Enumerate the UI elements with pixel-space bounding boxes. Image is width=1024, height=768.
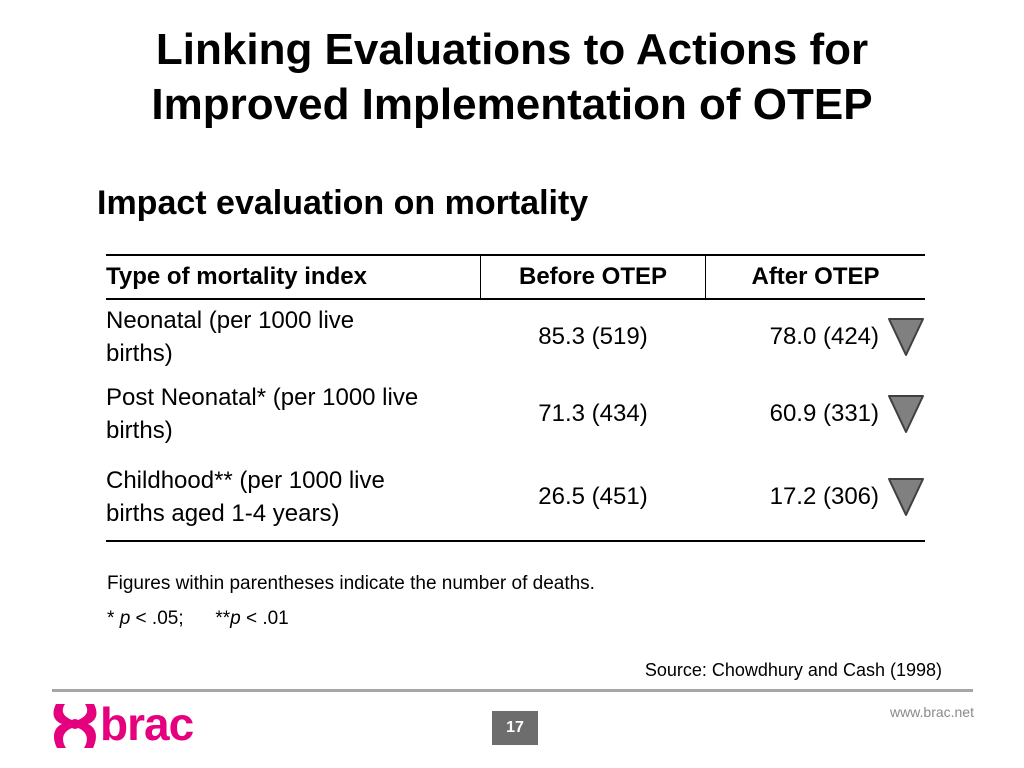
down-triangle-icon bbox=[888, 395, 924, 433]
before-value: 26.5 (451) bbox=[480, 454, 706, 542]
after-value: 17.2 (306) bbox=[769, 483, 879, 510]
after-cell: 60.9 (331) bbox=[706, 374, 926, 454]
table-row: Childhood** (per 1000 live births aged 1… bbox=[106, 454, 925, 542]
header-before-otep: Before OTEP bbox=[480, 254, 706, 300]
brac-logo-text: brac bbox=[100, 698, 194, 750]
header-after-otep: After OTEP bbox=[705, 254, 925, 300]
down-triangle-icon bbox=[888, 318, 924, 356]
sig1-suffix: < .05; bbox=[130, 608, 184, 629]
source-citation: Source: Chowdhury and Cash (1998) bbox=[644, 660, 942, 680]
index-label-line1: Neonatal (per 1000 live bbox=[106, 307, 355, 334]
after-cell: 78.0 (424) bbox=[706, 299, 926, 374]
after-value: 78.0 (424) bbox=[769, 323, 879, 350]
footnote-parentheses: Figures within parentheses indicate the … bbox=[107, 573, 595, 594]
mortality-index-cell: Post Neonatal* (per 1000 live births) bbox=[106, 374, 481, 454]
page-number-badge: 17 bbox=[492, 711, 538, 745]
sig2-prefix: ** bbox=[215, 608, 231, 629]
sig2-suffix: < .01 bbox=[240, 608, 289, 629]
slide-title: Linking Evaluations to Actions for Impro… bbox=[0, 22, 1024, 132]
sig1-p: p bbox=[119, 608, 131, 629]
table-row: Post Neonatal* (per 1000 live births) 71… bbox=[106, 374, 925, 454]
footer-divider bbox=[52, 689, 973, 692]
footnote-significance: * p < .05; **p < .01 bbox=[107, 608, 289, 630]
slide-title-line1: Linking Evaluations to Actions for bbox=[155, 25, 869, 74]
sig1-prefix: * bbox=[107, 608, 120, 629]
after-cell: 17.2 (306) bbox=[705, 454, 925, 542]
down-triangle-icon bbox=[888, 478, 924, 516]
after-value: 60.9 (331) bbox=[769, 400, 879, 427]
index-label-line2: births) bbox=[106, 340, 173, 367]
footer-url: www.brac.net bbox=[889, 704, 974, 720]
sig2-p: p bbox=[230, 608, 241, 629]
header-mortality-index: Type of mortality index bbox=[106, 254, 481, 300]
mortality-index-cell: Childhood** (per 1000 live births aged 1… bbox=[106, 454, 481, 542]
slide-subtitle: Impact evaluation on mortality bbox=[97, 184, 589, 222]
index-label-line2: births aged 1-4 years) bbox=[106, 500, 340, 527]
brac-logo-icon bbox=[53, 704, 97, 748]
index-label-line1: Childhood** (per 1000 live bbox=[106, 467, 385, 494]
mortality-table: Type of mortality index Before OTEP Afte… bbox=[106, 254, 925, 542]
slide-title-line2: Improved Implementation of OTEP bbox=[151, 80, 873, 129]
before-value: 71.3 (434) bbox=[538, 400, 648, 427]
index-label-line2: births) bbox=[106, 417, 173, 444]
table-row: Neonatal (per 1000 live births) 85.3 (51… bbox=[106, 299, 925, 374]
mortality-index-cell: Neonatal (per 1000 live births) bbox=[106, 299, 481, 374]
before-value: 85.3 (519) bbox=[538, 323, 648, 350]
index-label-line1: Post Neonatal* (per 1000 live bbox=[106, 384, 419, 411]
table-header-row: Type of mortality index Before OTEP Afte… bbox=[106, 254, 925, 300]
